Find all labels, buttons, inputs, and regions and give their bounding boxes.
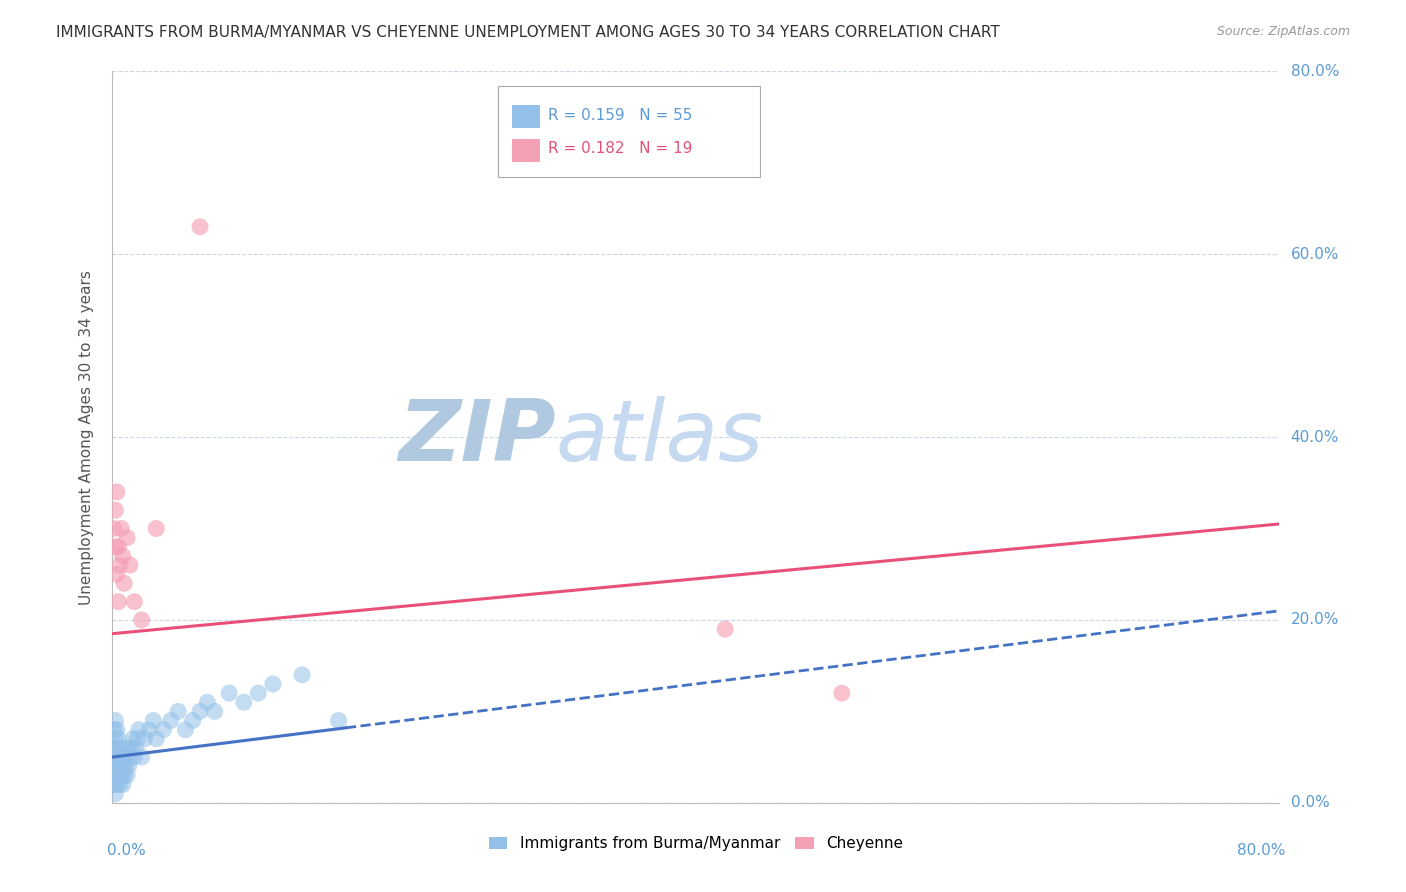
- Point: [174, 723, 197, 737]
- Point: [195, 695, 218, 709]
- Point: [104, 787, 127, 801]
- Point: [145, 731, 167, 746]
- Text: 80.0%: 80.0%: [1237, 843, 1285, 858]
- Text: IMMIGRANTS FROM BURMA/MYANMAR VS CHEYENNE UNEMPLOYMENT AMONG AGES 30 TO 34 YEARS: IMMIGRANTS FROM BURMA/MYANMAR VS CHEYENN…: [56, 25, 1000, 40]
- Point: [831, 686, 853, 700]
- Text: 20.0%: 20.0%: [1291, 613, 1339, 627]
- Point: [247, 686, 270, 700]
- Point: [107, 768, 129, 782]
- Point: [145, 521, 167, 535]
- Point: [188, 705, 211, 719]
- Text: R = 0.182   N = 19: R = 0.182 N = 19: [548, 142, 692, 156]
- Point: [714, 622, 737, 636]
- Point: [112, 576, 135, 591]
- Point: [112, 768, 135, 782]
- Text: 0.0%: 0.0%: [107, 843, 145, 858]
- Point: [122, 731, 145, 746]
- Point: [160, 714, 183, 728]
- Point: [107, 594, 129, 608]
- Point: [112, 750, 135, 764]
- Point: [103, 778, 125, 792]
- Point: [104, 540, 127, 554]
- Point: [105, 759, 128, 773]
- Text: R = 0.159   N = 55: R = 0.159 N = 55: [548, 109, 692, 123]
- Point: [128, 723, 150, 737]
- Point: [105, 567, 128, 582]
- Point: [125, 740, 148, 755]
- Point: [181, 714, 204, 728]
- Point: [114, 759, 136, 773]
- Point: [115, 740, 138, 755]
- Point: [138, 723, 160, 737]
- Point: [104, 503, 127, 517]
- Point: [108, 759, 131, 773]
- Point: [131, 613, 153, 627]
- Point: [103, 759, 125, 773]
- Point: [111, 549, 134, 563]
- Point: [103, 723, 125, 737]
- Point: [131, 750, 153, 764]
- Point: [111, 759, 134, 773]
- Point: [115, 768, 138, 782]
- Point: [108, 778, 131, 792]
- Point: [108, 558, 131, 573]
- Text: 40.0%: 40.0%: [1291, 430, 1339, 444]
- Point: [218, 686, 240, 700]
- Point: [134, 731, 156, 746]
- Point: [108, 740, 131, 755]
- Point: [118, 750, 141, 764]
- Point: [115, 531, 138, 545]
- Point: [104, 750, 127, 764]
- Point: [110, 768, 132, 782]
- Point: [105, 723, 128, 737]
- Point: [103, 740, 125, 755]
- Point: [188, 219, 211, 234]
- Point: [107, 750, 129, 764]
- Point: [110, 750, 132, 764]
- Y-axis label: Unemployment Among Ages 30 to 34 years: Unemployment Among Ages 30 to 34 years: [79, 269, 94, 605]
- Point: [124, 750, 146, 764]
- Point: [107, 540, 129, 554]
- Point: [111, 778, 134, 792]
- Point: [105, 485, 128, 500]
- Point: [127, 731, 149, 746]
- FancyBboxPatch shape: [512, 105, 540, 128]
- Point: [232, 695, 254, 709]
- Text: atlas: atlas: [555, 395, 763, 479]
- Point: [103, 521, 125, 535]
- Point: [118, 558, 141, 573]
- Point: [328, 714, 350, 728]
- Point: [105, 740, 128, 755]
- FancyBboxPatch shape: [512, 138, 540, 162]
- Point: [167, 705, 190, 719]
- Point: [105, 778, 128, 792]
- Text: Source: ZipAtlas.com: Source: ZipAtlas.com: [1216, 25, 1350, 38]
- Text: 0.0%: 0.0%: [1291, 796, 1329, 810]
- FancyBboxPatch shape: [498, 86, 761, 178]
- Point: [104, 768, 127, 782]
- Text: 60.0%: 60.0%: [1291, 247, 1339, 261]
- Point: [107, 731, 129, 746]
- Point: [110, 521, 132, 535]
- Point: [124, 594, 146, 608]
- Text: ZIP: ZIP: [398, 395, 555, 479]
- Point: [142, 714, 165, 728]
- Point: [117, 759, 139, 773]
- Point: [104, 714, 127, 728]
- Point: [291, 667, 314, 681]
- Text: 80.0%: 80.0%: [1291, 64, 1339, 78]
- Legend: Immigrants from Burma/Myanmar, Cheyenne: Immigrants from Burma/Myanmar, Cheyenne: [484, 830, 908, 857]
- Point: [262, 677, 284, 691]
- Point: [204, 705, 226, 719]
- Point: [120, 740, 142, 755]
- Point: [152, 723, 174, 737]
- Point: [104, 731, 127, 746]
